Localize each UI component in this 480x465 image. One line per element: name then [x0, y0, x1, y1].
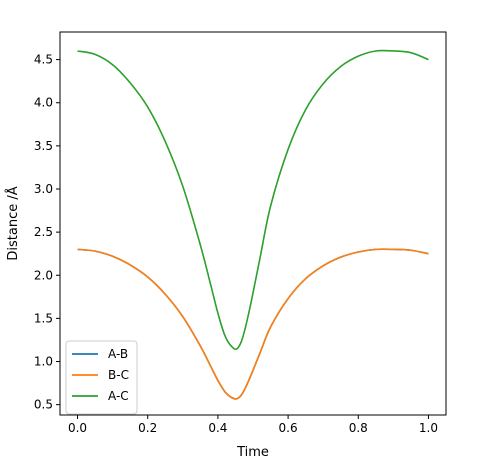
- y-tick-label: 3.5: [34, 139, 53, 153]
- y-tick-label: 2.0: [34, 268, 53, 282]
- y-axis: 0.5 1.0 1.5 2.0 2.5 3.0 3.5 4.0 4.5: [34, 53, 60, 412]
- legend: A-B B-C A-C: [65, 340, 138, 415]
- y-tick-label: 4.5: [34, 53, 53, 67]
- plot-frame: [59, 31, 447, 416]
- x-tick-label: 0.6: [279, 421, 298, 435]
- x-axis-label: Time: [236, 445, 269, 460]
- legend-label-a-c: A-C: [108, 389, 129, 403]
- x-tick-label: 0.2: [138, 421, 157, 435]
- y-tick-label: 2.5: [34, 225, 53, 239]
- x-tick-label: 1.0: [419, 421, 438, 435]
- y-tick-label: 0.5: [34, 398, 53, 412]
- y-axis-label: Distance /Å: [5, 186, 21, 260]
- x-tick-label: 0.0: [68, 421, 87, 435]
- legend-label-b-c: B-C: [108, 368, 129, 382]
- y-tick-label: 3.0: [34, 182, 53, 196]
- plot-area: [59, 31, 447, 416]
- y-tick-label: 1.5: [34, 311, 53, 325]
- y-tick-label: 1.0: [34, 355, 53, 369]
- series-line-a-c: [77, 49, 429, 351]
- x-axis: 0.0 0.2 0.4 0.6 0.8 1.0: [68, 415, 438, 435]
- series-line-b-c: [77, 248, 429, 400]
- x-tick-label: 0.8: [349, 421, 368, 435]
- y-tick-label: 4.0: [34, 96, 53, 110]
- legend-label-a-b: A-B: [108, 347, 128, 361]
- x-tick-label: 0.4: [208, 421, 227, 435]
